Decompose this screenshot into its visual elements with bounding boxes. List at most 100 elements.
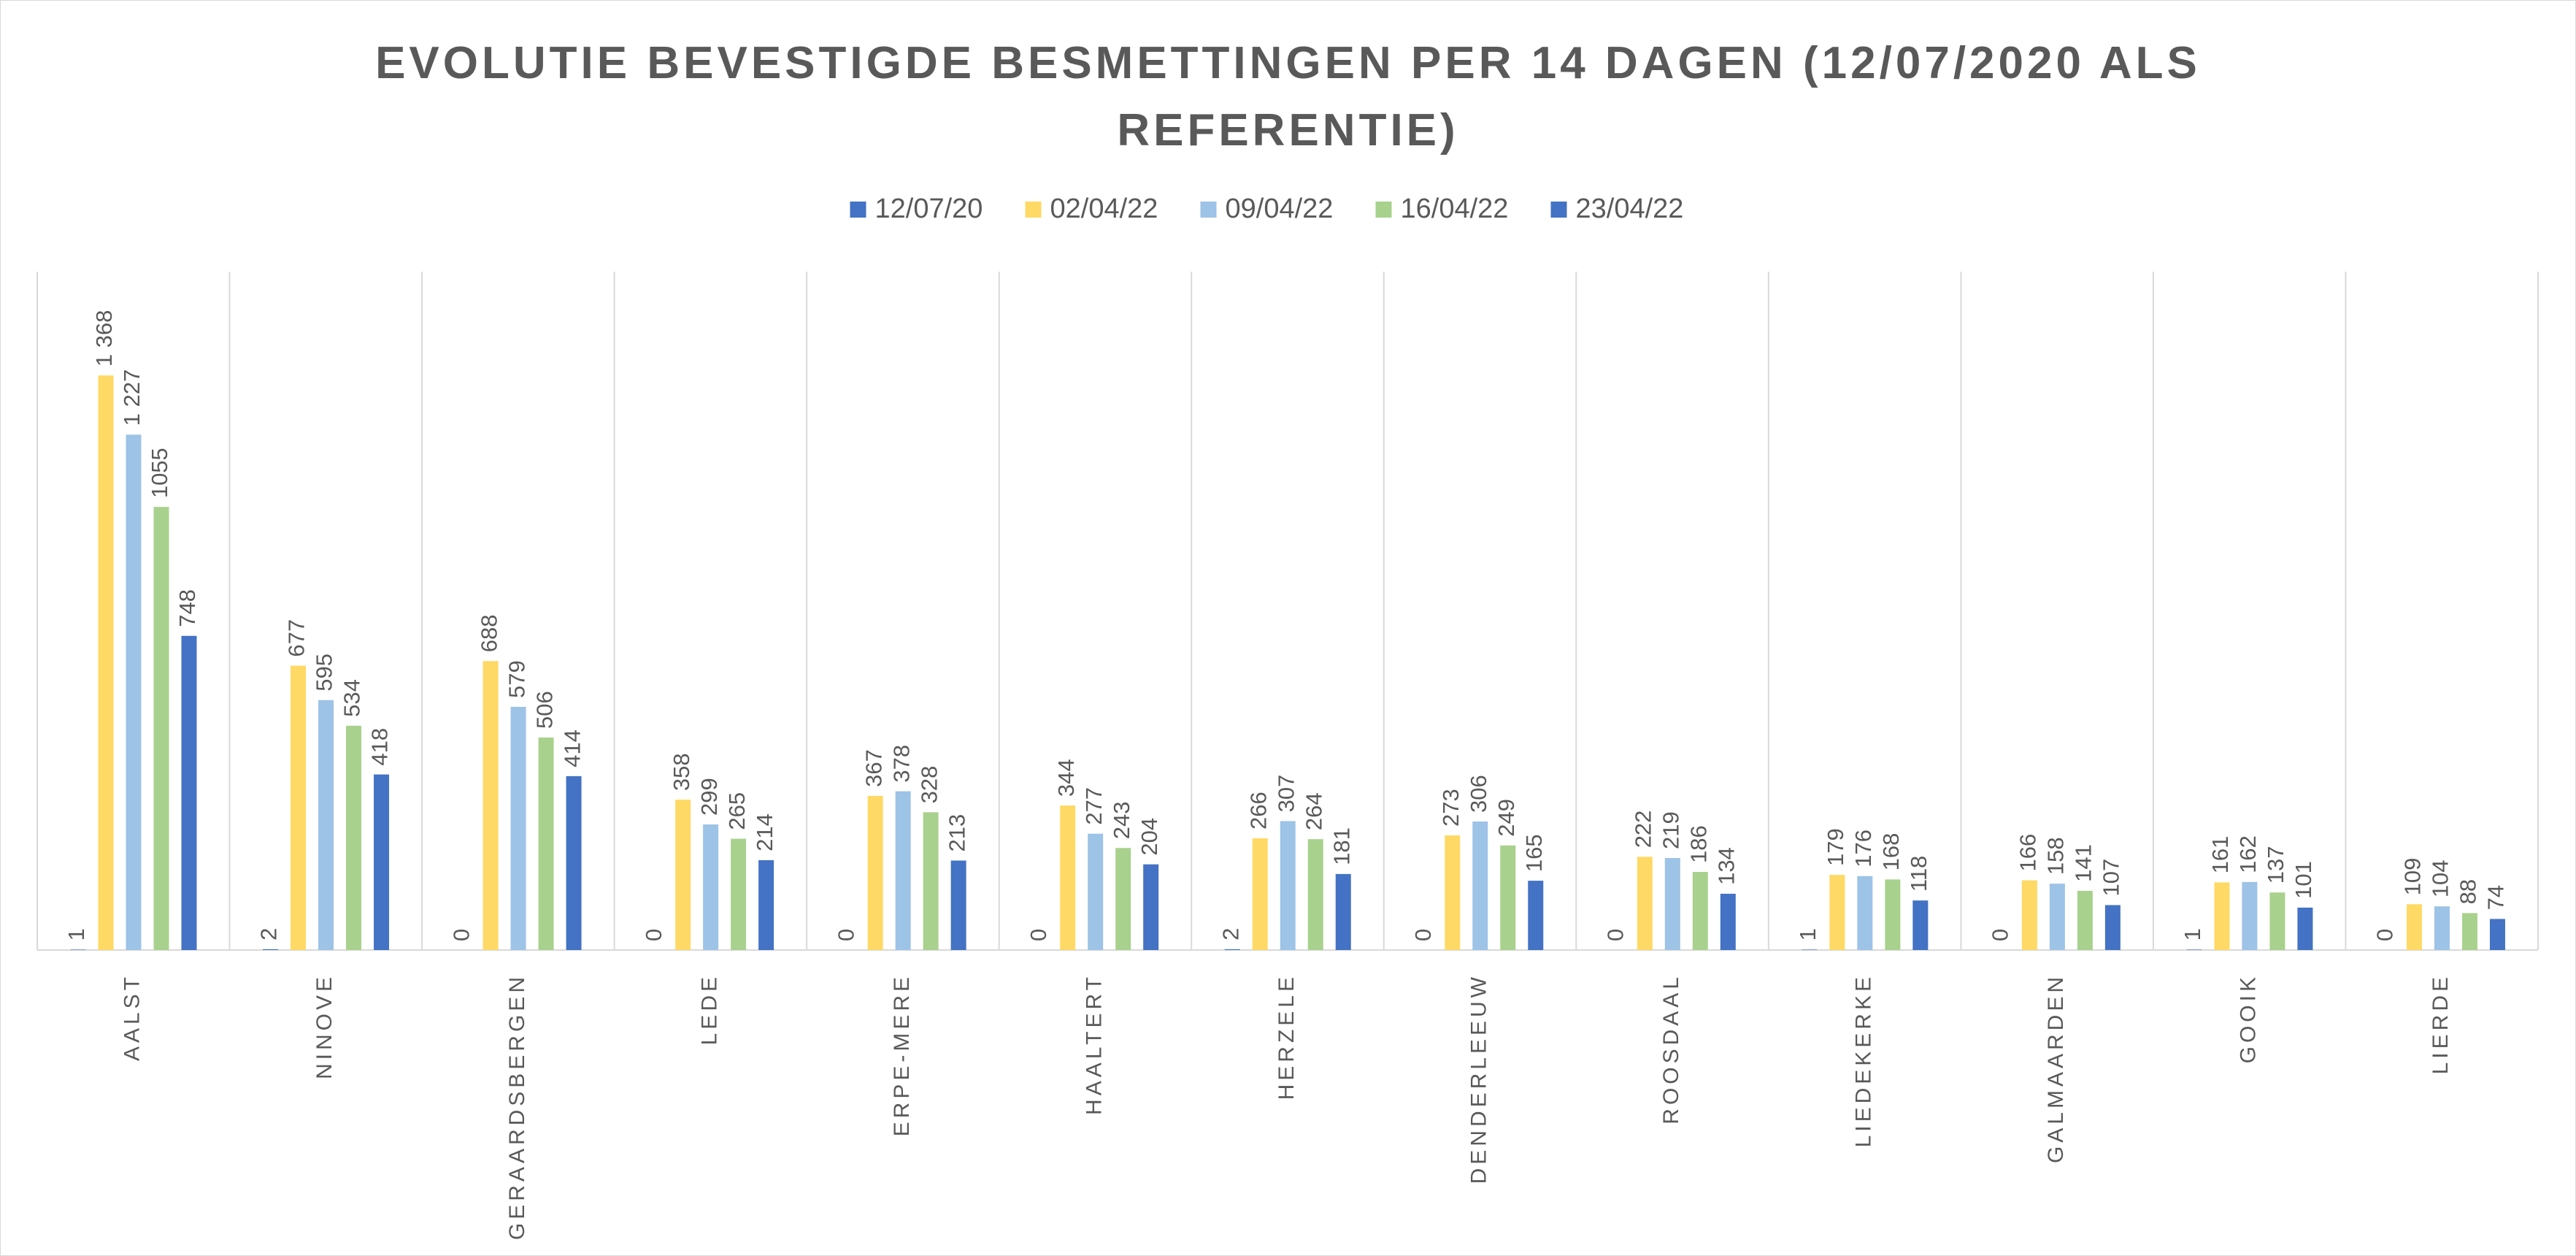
data-label: 1055	[147, 448, 172, 498]
data-label: 134	[1713, 847, 1739, 885]
bar	[675, 800, 691, 950]
data-label: 0	[2372, 929, 2398, 941]
x-tick-label: AALST	[120, 973, 145, 1061]
data-label: 74	[2483, 885, 2509, 910]
data-label: 88	[2456, 879, 2481, 904]
bar	[2242, 881, 2258, 950]
data-label: 2	[256, 928, 282, 941]
x-tick-label: GERAARDSBERGEN	[505, 973, 529, 1240]
bar	[1280, 821, 1296, 950]
data-label: 358	[669, 753, 694, 791]
bar	[153, 507, 169, 950]
data-label: 414	[559, 730, 585, 767]
bar	[318, 700, 334, 950]
data-label: 595	[312, 654, 337, 692]
bar	[291, 665, 307, 950]
chart-title: EVOLUTIE BEVESTIGDE BESMETTINGEN PER 14 …	[375, 38, 2201, 156]
x-tick-label: LEDE	[697, 973, 721, 1045]
data-label: 1	[64, 928, 89, 941]
bar	[1445, 835, 1461, 950]
data-label: 101	[2291, 861, 2316, 899]
bar	[181, 635, 197, 950]
bar	[126, 434, 142, 950]
bar	[1252, 838, 1268, 950]
data-label: 273	[1438, 789, 1464, 827]
bar	[731, 838, 747, 950]
data-label: 264	[1301, 792, 1326, 830]
x-tick-label: GOOIK	[2237, 973, 2261, 1063]
data-label: 277	[1081, 787, 1107, 825]
x-tick-label: HAALTERT	[1082, 973, 1106, 1115]
bar	[2049, 884, 2065, 950]
data-label: 1 227	[119, 369, 145, 426]
data-label: 162	[2235, 835, 2261, 873]
bar	[1335, 873, 1351, 950]
data-label: 104	[2428, 859, 2453, 897]
data-label: 1 368	[91, 310, 117, 367]
data-label: 306	[1466, 775, 1491, 813]
data-label: 186	[1685, 825, 1711, 863]
title-box: EVOLUTIE BEVESTIGDE BESMETTINGEN PER 14 …	[1, 30, 2575, 164]
data-label: 2	[1218, 928, 1243, 941]
x-tick-label: ROOSDAAL	[1659, 973, 1683, 1125]
data-label: 0	[448, 929, 474, 941]
bar	[2461, 913, 2477, 950]
data-label: 213	[944, 814, 969, 852]
data-label: 0	[833, 929, 858, 941]
bar	[2186, 949, 2202, 950]
data-label: 243	[1109, 801, 1134, 839]
x-tick-label: HERZELE	[1274, 973, 1299, 1100]
x-tick-label: GALMAARDEN	[2044, 973, 2068, 1163]
data-label: 161	[2207, 836, 2233, 874]
data-label: 0	[641, 929, 666, 941]
data-label: 1	[1795, 928, 1820, 941]
bar	[2214, 882, 2230, 950]
bar	[1143, 864, 1159, 950]
bar	[923, 812, 939, 950]
bar	[1060, 805, 1076, 950]
legend-label: 12/07/20	[875, 194, 983, 224]
legend-swatch	[1200, 202, 1217, 218]
bar	[1857, 876, 1873, 950]
bar	[263, 949, 279, 950]
bar	[2406, 904, 2422, 950]
bar	[510, 706, 526, 950]
bar	[374, 774, 390, 950]
data-label: 579	[504, 660, 529, 698]
bar	[1307, 839, 1323, 950]
data-label: 141	[2071, 844, 2096, 882]
x-tick-label: DENDERLEEUW	[1466, 973, 1491, 1184]
data-label: 418	[367, 728, 393, 766]
legend-swatch	[1550, 202, 1567, 218]
legend-swatch	[850, 202, 866, 218]
bar	[1885, 879, 1901, 950]
bar	[70, 949, 86, 950]
data-label: 118	[1906, 856, 1931, 892]
data-label: 328	[916, 766, 942, 804]
bar	[2434, 906, 2450, 950]
bar	[758, 859, 774, 950]
data-label: 179	[1823, 828, 1848, 866]
data-label: 166	[2015, 834, 2041, 872]
data-label: 219	[1658, 811, 1683, 849]
data-label: 109	[2400, 858, 2426, 896]
bar	[566, 776, 582, 950]
bar	[1829, 875, 1845, 950]
bar	[482, 661, 499, 950]
legend-swatch	[1025, 202, 1042, 218]
data-label: 1	[2180, 928, 2205, 941]
data-label: 165	[1521, 834, 1547, 872]
data-label: 265	[724, 792, 750, 830]
bar	[1224, 949, 1240, 950]
bar	[703, 824, 719, 950]
data-label: 137	[2263, 846, 2288, 884]
bar	[1115, 848, 1131, 950]
bar	[2297, 907, 2313, 950]
legend-swatch	[1375, 202, 1392, 218]
data-label: 0	[1602, 929, 1628, 941]
bar	[1912, 900, 1929, 950]
legend-label: 09/04/22	[1226, 194, 1334, 224]
data-label: 506	[531, 691, 557, 729]
